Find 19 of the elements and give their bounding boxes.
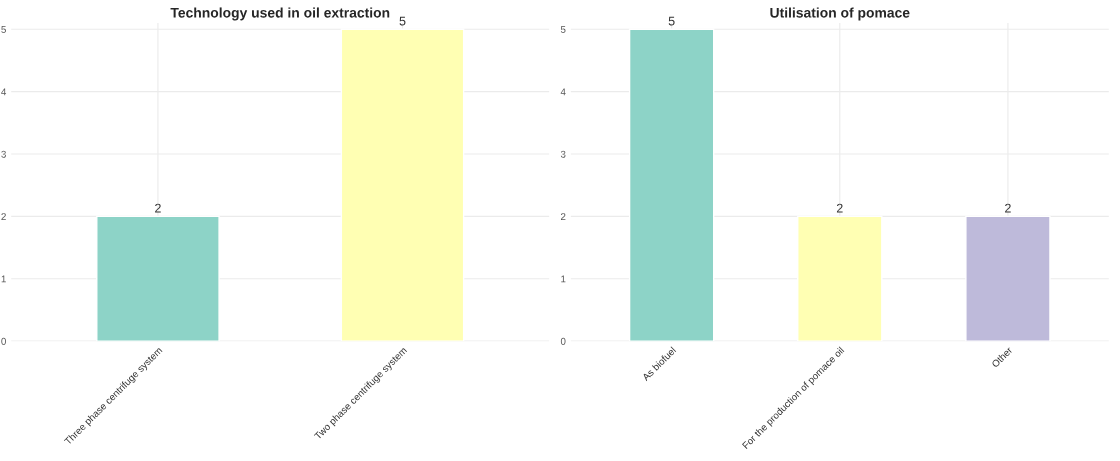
y-tick-label: 3 <box>560 150 566 158</box>
y-tick-label: 4 <box>1 88 7 96</box>
y-tick-label: 2 <box>560 213 566 220</box>
data-label: 2 <box>1005 203 1011 213</box>
chart-title: Technology used in oil extraction <box>170 7 390 21</box>
y-tick-label: 3 <box>1 150 6 158</box>
data-label: 2 <box>836 203 843 213</box>
y-tick-label: 5 <box>1 26 6 33</box>
chart-title: Utilisation of pomace <box>770 7 910 21</box>
y-tick-label: 0 <box>560 337 566 345</box>
data-label: 5 <box>668 16 675 26</box>
y-tick-label: 2 <box>1 213 6 220</box>
y-tick-label: 1 <box>561 275 566 283</box>
y-tick-label: 4 <box>560 88 566 96</box>
y-tick-label: 5 <box>560 26 566 33</box>
data-label: 5 <box>399 16 406 26</box>
y-tick-label: 0 <box>1 337 6 345</box>
y-tick-label: 1 <box>1 275 6 283</box>
data-label: 2 <box>155 203 161 213</box>
